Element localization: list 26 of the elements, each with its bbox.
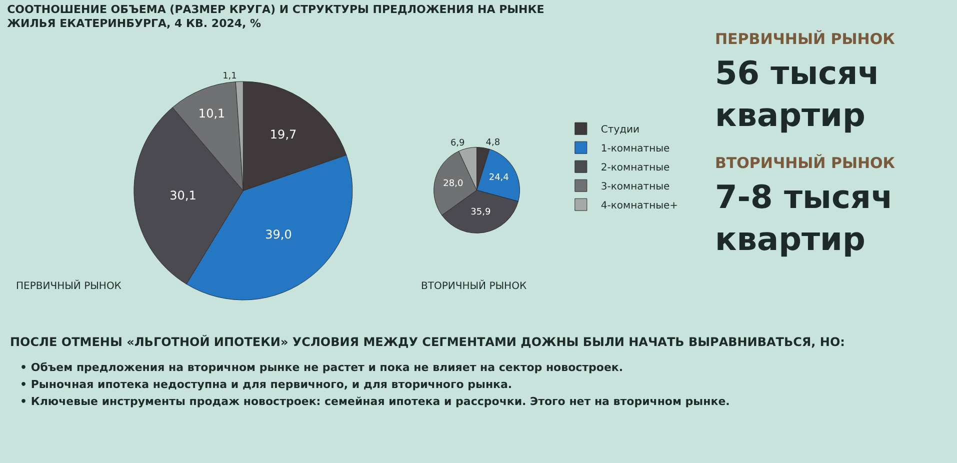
data-label: 39,0 <box>265 228 292 242</box>
data-label: 30,1 <box>170 188 196 202</box>
data-label: 10,1 <box>198 106 226 121</box>
data-label: 28,0 <box>443 178 464 189</box>
data-label: 19,7 <box>270 127 297 142</box>
text: • Объем предложения на вторичном рынке не растет и пока не влияет на сектор новостроек. <box>19 361 624 374</box>
chart-title: СООТНОШЕНИЕ ОБЪЕМА (РАЗМЕР КРУГА) И СТРУКТУРЫ ПРЕДЛОЖЕНИЯ НА РЫНКЕ ЖИЛЬЯ ЕКАТЕРИНБУРГА, 4 КВ. 2024, % <box>7 2 544 30</box>
text: • Ключевые инструменты продаж новостроек: семейная ипотека и рассрочки. Этого нет на вторичном рынке. <box>19 395 731 408</box>
text: 7-8 тысяч квартир <box>715 177 894 260</box>
text: ВТОРИЧНЫЙ РЫНОК <box>715 154 896 172</box>
data-label: 24,4 <box>488 172 510 183</box>
data-label: 35,9 <box>470 207 491 218</box>
text: ПЕРВИЧНЫЙ РЫНОК <box>715 30 896 48</box>
data-label: 4,8 <box>486 138 500 148</box>
legend-label: 2-комнатные <box>600 162 670 174</box>
text: 56 тысяч квартир <box>715 53 881 136</box>
legend-label: 4-комнатные+ <box>600 200 678 212</box>
slice-label: ПЕРВИЧНЫЙ РЫНОК <box>16 279 122 292</box>
data-label: 1,1 <box>222 72 237 82</box>
text: ПОСЛЕ ОТМЕНЫ «ЛЬГОТНОЙ ИПОТЕКИ» УСЛОВИЯ МЕЖДУ СЕГМЕНТАМИ ДОЖНЫ БЫЛИ НАЧАТЬ ВЫРАВНИВАТЬСЯ, НО: <box>10 335 846 349</box>
slice-label: ВТОРИЧНЫЙ РЫНОК <box>421 279 527 292</box>
legend-label: 1-комнатные <box>600 144 670 154</box>
text: • Рыночная ипотека недоступна и для первичного, и для вторичного рынка. <box>19 378 514 391</box>
legend-label: Студии <box>600 124 640 136</box>
legend-label: 3-комнатные <box>600 182 670 192</box>
data-label: 6,9 <box>450 138 466 148</box>
